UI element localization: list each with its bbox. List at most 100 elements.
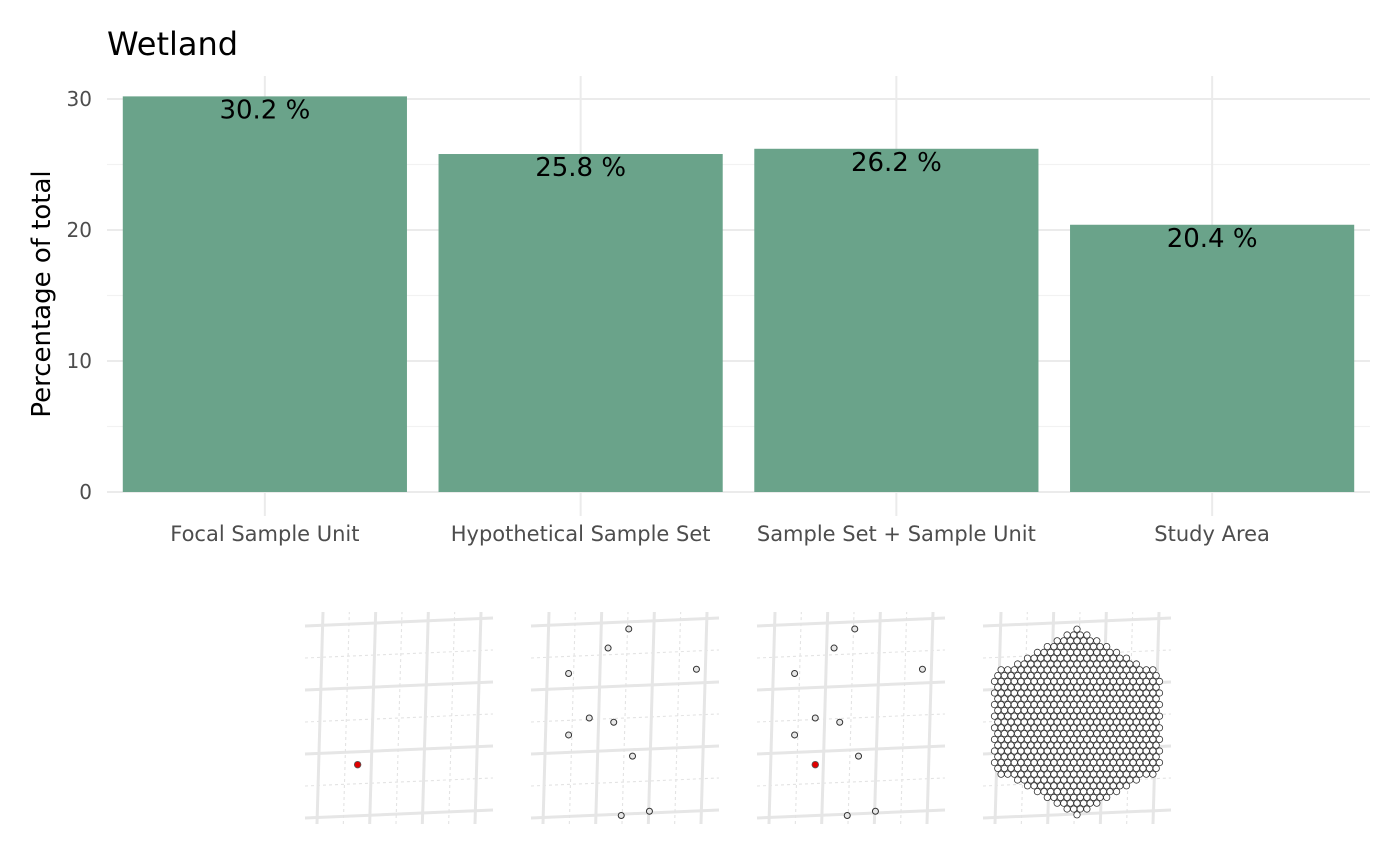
sample-unit-point <box>1000 671 1009 680</box>
sample-unit-point <box>1122 747 1131 755</box>
sample-unit-point <box>1056 782 1065 790</box>
sample-unit-point <box>1089 747 1098 755</box>
sample-unit-point <box>1063 793 1071 802</box>
sample-unit-point <box>1013 660 1022 668</box>
sample-unit-point <box>1076 689 1084 697</box>
sample-unit-point <box>1037 747 1045 755</box>
sample-unit-point <box>1050 666 1058 674</box>
sample-unit-point <box>1076 677 1084 686</box>
sample-unit-point <box>1056 735 1065 744</box>
sample-unit-point <box>1037 654 1045 662</box>
sample-unit-point <box>1139 764 1147 773</box>
sample-unit-point <box>1056 712 1065 720</box>
sample-unit-point <box>1007 671 1015 680</box>
sample-unit-point <box>1020 660 1028 668</box>
bar <box>1070 224 1355 492</box>
sample-unit-point <box>1047 718 1055 726</box>
sample-unit-point <box>1030 782 1038 790</box>
sample-unit-point <box>1010 700 1018 709</box>
map-graticule <box>872 611 882 825</box>
sample-unit-point <box>1056 747 1065 755</box>
map-graticule <box>420 611 430 825</box>
sample-unit-point <box>1023 758 1032 767</box>
sample-point <box>836 718 844 726</box>
sample-unit-point <box>1139 753 1147 761</box>
sample-unit-point <box>1086 776 1094 784</box>
chart-title: Wetland <box>107 25 238 63</box>
sample-unit-point <box>1050 770 1058 778</box>
hypothetical-sample-set-map <box>530 611 720 825</box>
sample-unit-point <box>1113 648 1121 657</box>
sample-unit-point <box>1132 753 1141 761</box>
sample-unit-point <box>1076 735 1084 744</box>
x-tick-label: Sample Set + Sample Unit <box>757 522 1036 546</box>
sample-unit-point <box>1132 671 1141 680</box>
sample-unit-point <box>1033 741 1042 749</box>
sample-unit-point <box>1030 770 1038 778</box>
sample-unit-point <box>1089 666 1098 674</box>
sample-unit-point <box>1126 706 1134 715</box>
sample-unit-point <box>1043 712 1051 720</box>
sample-unit-point <box>1099 660 1108 668</box>
sample-unit-point <box>1136 770 1144 778</box>
sample-unit-point <box>1132 660 1141 668</box>
sample-unit-point <box>1043 689 1051 697</box>
sample-unit-point <box>1050 782 1058 790</box>
sample-unit-point <box>1136 700 1144 709</box>
sample-unit-point <box>1149 735 1157 744</box>
sample-unit-point <box>1053 776 1061 784</box>
inset-maps <box>304 611 1172 825</box>
sample-unit-point <box>1083 805 1091 813</box>
sample-unit-point <box>1007 764 1015 773</box>
map-graticule <box>530 649 720 659</box>
sample-unit-point <box>1132 706 1141 715</box>
sample-unit-point <box>1116 700 1124 709</box>
sample-unit-point <box>1122 712 1131 720</box>
sample-unit-point <box>1086 683 1094 691</box>
sample-unit-point <box>1004 689 1012 697</box>
sample-unit-point <box>1053 764 1061 773</box>
sample-unit-point <box>1093 787 1101 796</box>
sample-point <box>791 669 799 677</box>
sample-unit-point <box>1013 729 1022 738</box>
sample-unit-point <box>1070 758 1078 767</box>
sample-unit-point <box>1116 689 1124 697</box>
map-graticule <box>1020 611 1028 825</box>
sample-unit-point <box>1070 654 1078 662</box>
sample-unit-point <box>1053 729 1061 738</box>
sample-unit-point <box>1086 753 1094 761</box>
sample-unit-point <box>1063 712 1071 720</box>
sample-unit-point <box>1132 718 1141 726</box>
sample-unit-point <box>1053 718 1061 726</box>
sample-unit-point <box>1089 677 1098 686</box>
sample-unit-point <box>1103 677 1111 686</box>
sample-unit-point <box>1040 729 1048 738</box>
sample-unit-point <box>1096 747 1104 755</box>
sample-unit-point <box>1076 793 1084 802</box>
sample-unit-point <box>1113 741 1121 749</box>
sample-unit-point <box>1093 764 1101 773</box>
y-tick-label: 0 <box>79 480 92 504</box>
sample-unit-point <box>1155 747 1164 755</box>
sample-unit-point <box>1119 741 1127 749</box>
sample-unit-point <box>1103 700 1111 709</box>
map-graticule <box>621 611 629 825</box>
map-graticule <box>530 808 720 820</box>
sample-unit-point <box>1116 666 1124 674</box>
sample-unit-point <box>1119 776 1127 784</box>
sample-unit-point <box>1033 648 1042 657</box>
sample-unit-point <box>1060 729 1068 738</box>
sample-unit-point <box>1070 689 1078 697</box>
sample-unit-point <box>1000 718 1009 726</box>
sample-unit-point <box>1113 706 1121 715</box>
sample-unit-point <box>1030 735 1038 744</box>
sample-unit-point <box>1004 735 1012 744</box>
sample-unit-point <box>1155 724 1164 732</box>
sample-unit-point <box>1073 776 1081 784</box>
sample-point <box>855 752 863 760</box>
sample-unit-point <box>1089 689 1098 697</box>
sample-unit-point <box>1083 793 1091 802</box>
sample-unit-point <box>994 753 1002 761</box>
map-graticule <box>448 611 456 825</box>
